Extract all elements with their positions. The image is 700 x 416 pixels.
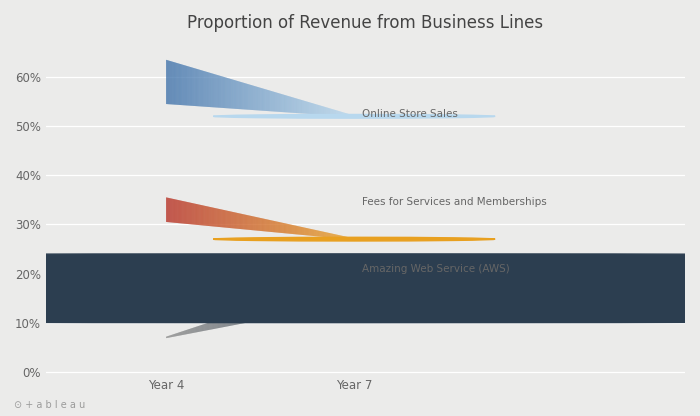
Circle shape — [214, 114, 495, 118]
Text: Amazing Web Service (AWS): Amazing Web Service (AWS) — [362, 264, 510, 274]
Text: Online Store Sales: Online Store Sales — [362, 109, 458, 119]
Text: ⊙ + a b l e a u: ⊙ + a b l e a u — [14, 400, 85, 410]
Text: Year 4: Year 4 — [148, 379, 184, 392]
Circle shape — [0, 254, 700, 323]
Text: Fees for Services and Memberships: Fees for Services and Memberships — [362, 197, 547, 207]
Text: Year 7: Year 7 — [336, 379, 372, 392]
Circle shape — [214, 237, 495, 241]
Text: Proportion of Revenue from Business Lines: Proportion of Revenue from Business Line… — [188, 14, 543, 32]
